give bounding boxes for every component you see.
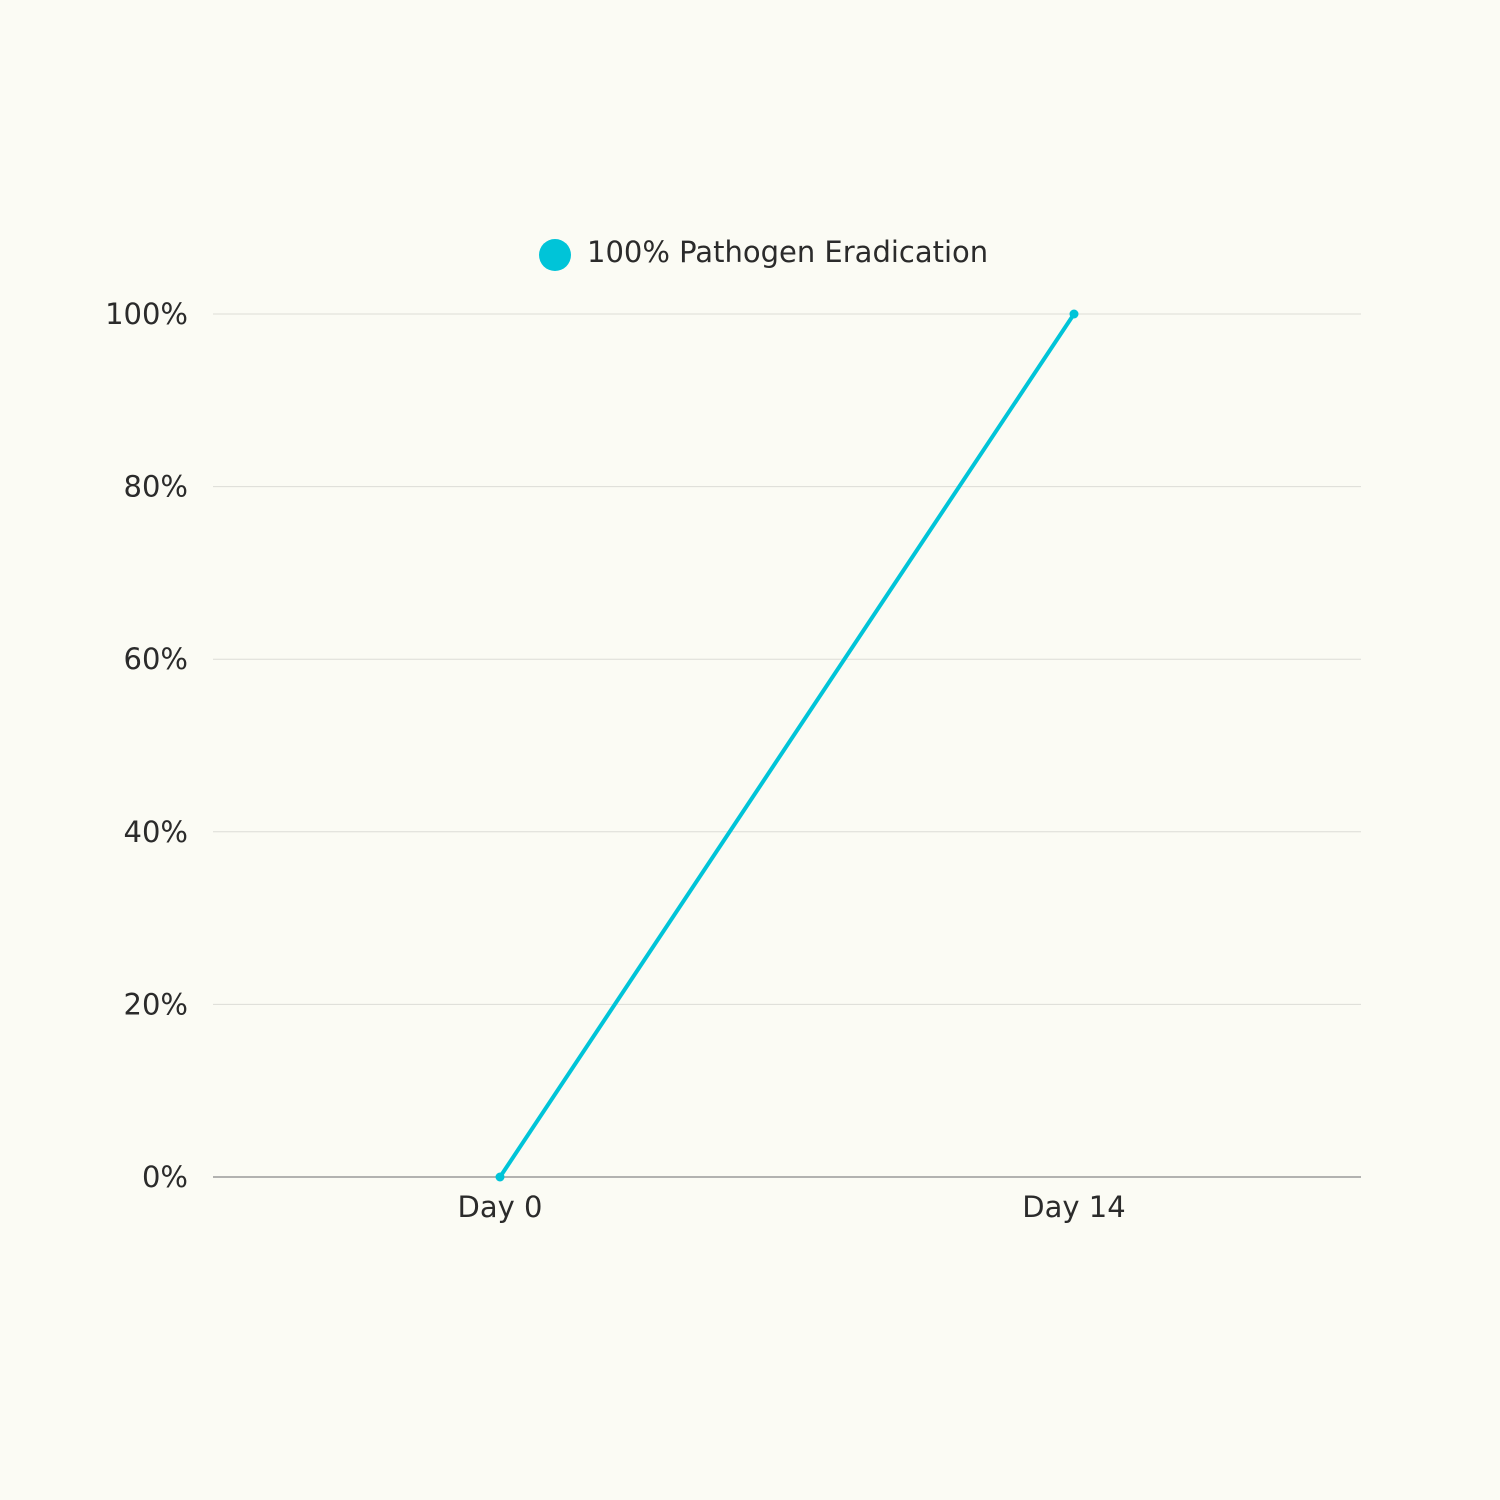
- x-tick-label: Day 0: [458, 1190, 543, 1224]
- x-tick-label: Day 14: [1022, 1190, 1125, 1224]
- y-tick-label: 60%: [124, 642, 188, 676]
- data-point: [1069, 309, 1079, 319]
- y-tick-label: 40%: [124, 815, 188, 849]
- y-tick-label: 0%: [142, 1160, 188, 1194]
- y-tick-label: 20%: [124, 987, 188, 1021]
- legend-marker: [539, 239, 571, 271]
- y-tick-label: 80%: [124, 470, 188, 504]
- legend-label: 100% Pathogen Eradication: [587, 235, 988, 269]
- data-point: [495, 1172, 505, 1182]
- data-line: [498, 312, 1076, 1179]
- y-tick-label: 100%: [105, 297, 188, 331]
